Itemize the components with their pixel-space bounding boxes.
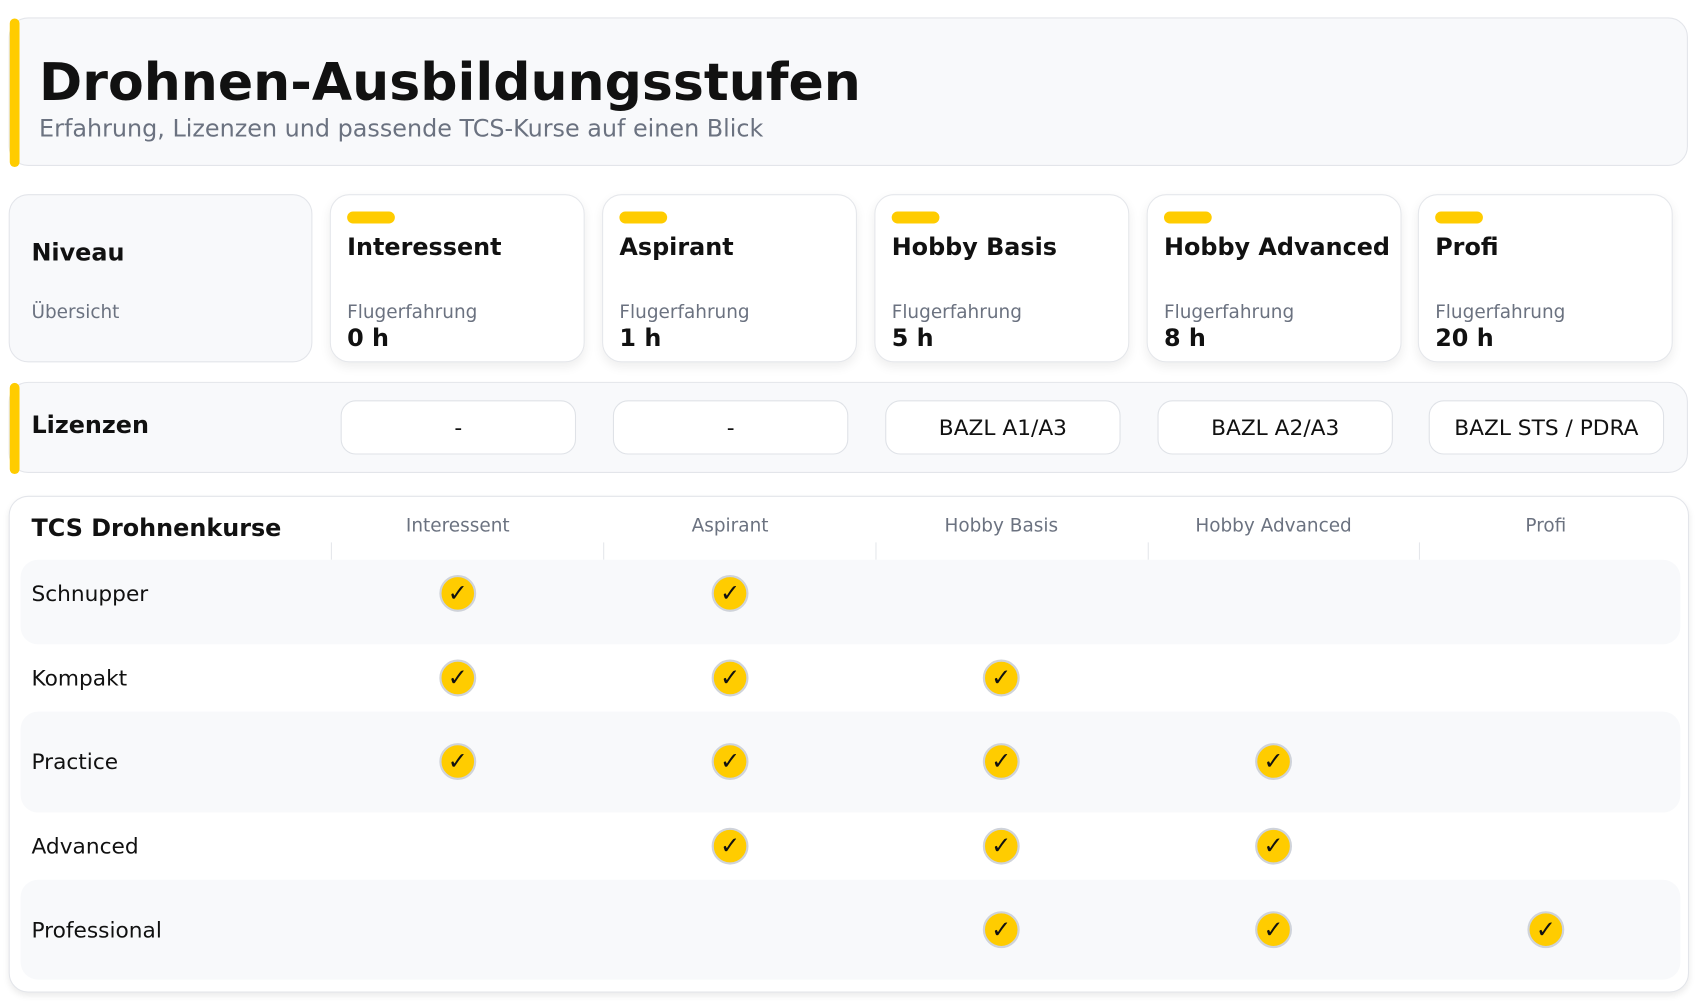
column-header: Profi: [1525, 515, 1567, 537]
column-divider: [330, 542, 332, 560]
column-divider: [1147, 542, 1149, 560]
check-icon: ✓: [1527, 911, 1565, 949]
check-icon: ✓: [711, 743, 749, 780]
column-divider: [875, 542, 877, 560]
level-experience-label: Flugerfahrung: [347, 301, 478, 324]
level-name: Aspirant: [619, 234, 734, 262]
column-header: Hobby Advanced: [1195, 515, 1352, 537]
level-experience-label: Flugerfahrung: [1163, 301, 1295, 324]
course-name: Schnupper: [31, 580, 149, 607]
level-card: Hobby Advanced Flugerfahrung 8 h: [1146, 194, 1402, 363]
level-experience-value: 8 h: [1163, 325, 1206, 353]
course-name: Practice: [31, 748, 119, 775]
level-name: Interessent: [347, 234, 502, 262]
table-row: Practice ✓ ✓ ✓ ✓: [20, 711, 1681, 813]
check-icon: ✓: [982, 743, 1020, 780]
check-icon: ✓: [711, 827, 749, 865]
level-accent-pill: [619, 211, 668, 224]
header-card: [8, 17, 1688, 168]
level-card: Profi Flugerfahrung 20 h: [1417, 194, 1673, 363]
courses-table: TCS Drohnenkurse Interessent Aspirant Hobb…: [8, 495, 1690, 993]
table-row: Advanced ✓ ✓ ✓: [20, 812, 1681, 880]
level-name: Hobby Basis: [891, 234, 1058, 262]
level-card: Interessent Flugerfahrung 0 h: [329, 194, 585, 363]
level-experience-value: 20 h: [1435, 325, 1494, 353]
level-experience-value: 0 h: [347, 325, 390, 353]
check-icon: ✓: [439, 574, 477, 612]
column-header: Aspirant: [691, 515, 769, 537]
level-accent-pill: [891, 211, 940, 224]
check-icon: ✓: [1255, 911, 1292, 949]
table-row: Schnupper ✓ ✓: [20, 559, 1681, 645]
table-row: Kompakt ✓ ✓ ✓: [20, 644, 1681, 712]
column-header: Hobby Basis: [944, 515, 1059, 537]
check-icon: ✓: [1255, 743, 1292, 780]
check-icon: ✓: [982, 911, 1020, 949]
license-pill: BAZL STS / PDRA: [1428, 400, 1665, 455]
check-icon: ✓: [982, 659, 1020, 697]
level-card: Aspirant Flugerfahrung 1 h: [602, 194, 857, 363]
level-experience-value: 1 h: [619, 325, 662, 353]
level-name: Hobby Advanced: [1163, 234, 1391, 262]
license-pill: -: [340, 400, 577, 455]
level-experience-label: Flugerfahrung: [891, 301, 1022, 324]
level-accent-pill: [1163, 211, 1212, 224]
license-pill: BAZL A2/A3: [1157, 400, 1393, 455]
column-divider: [603, 542, 605, 560]
level-experience-value: 5 h: [891, 325, 934, 353]
page-title: Drohnen-Ausbildungsstufen: [39, 52, 861, 113]
column-divider: [1418, 542, 1421, 560]
level-experience-label: Flugerfahrung: [619, 301, 750, 324]
check-icon: ✓: [439, 659, 477, 697]
course-name: Professional: [31, 916, 162, 943]
course-name: Kompakt: [31, 664, 128, 692]
niveau-card: Niveau Übersicht: [8, 194, 313, 363]
level-card: Hobby Basis Flugerfahrung 5 h: [874, 194, 1130, 363]
niveau-title: Niveau: [31, 239, 125, 267]
license-pill: -: [612, 400, 849, 455]
check-icon: ✓: [982, 827, 1020, 865]
page-subtitle: Erfahrung, Lizenzen und passende TCS-Kur…: [39, 116, 764, 144]
licenses-row: Lizenzen - - BAZL A1/A3 BAZL A2/A3 BAZL STS …: [8, 381, 1688, 475]
column-header: Interessent: [405, 515, 510, 537]
table-row: Professional ✓ ✓ ✓: [20, 879, 1681, 980]
course-name: Advanced: [31, 833, 139, 860]
check-icon: ✓: [1255, 827, 1292, 865]
level-accent-pill: [1435, 211, 1483, 224]
niveau-subtitle: Übersicht: [31, 301, 120, 324]
check-icon: ✓: [711, 574, 749, 612]
accent-bar: [9, 382, 20, 475]
check-icon: ✓: [711, 659, 749, 697]
licenses-title: Lizenzen: [31, 412, 149, 440]
level-experience-label: Flugerfahrung: [1435, 301, 1566, 324]
courses-title: TCS Drohnenkurse: [31, 515, 282, 543]
license-pill: BAZL A1/A3: [885, 400, 1121, 455]
level-accent-pill: [347, 211, 395, 224]
accent-bar: [9, 18, 20, 168]
check-icon: ✓: [439, 743, 477, 780]
level-name: Profi: [1435, 234, 1499, 262]
